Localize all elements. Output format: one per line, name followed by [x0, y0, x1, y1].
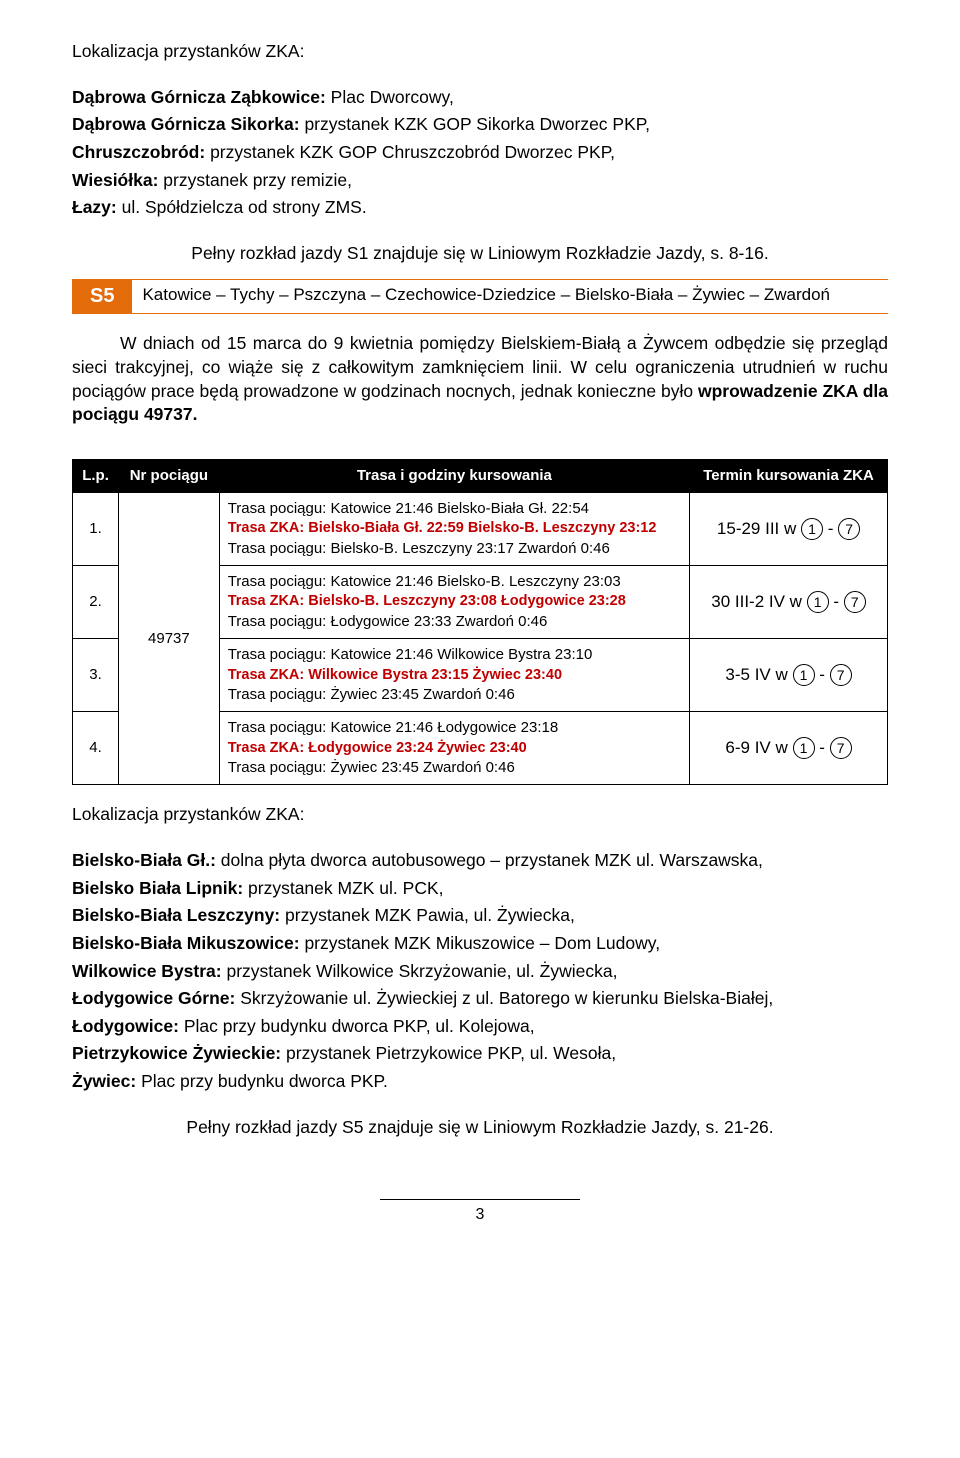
cell-route: Trasa pociągu: Katowice 21:46 Bielsko-B.… [219, 566, 689, 639]
location-line: Łazy: ul. Spółdzielcza od strony ZMS. [72, 196, 888, 220]
intro-paragraph: W dniach od 15 marca do 9 kwietnia pomię… [72, 332, 888, 427]
col-nr: Nr pociągu [119, 459, 220, 492]
location-line: Łodygowice Górne: Skrzyżowanie ul. Żywie… [72, 987, 888, 1011]
schedule-table: L.p. Nr pociągu Trasa i godziny kursowan… [72, 459, 888, 786]
cell-term: 15-29 III w 1 - 7 [690, 493, 888, 566]
location-line: Żywiec: Plac przy budynku dworca PKP. [72, 1070, 888, 1094]
cell-nr: 49737 [119, 493, 220, 785]
table-row: 1.49737Trasa pociągu: Katowice 21:46 Bie… [73, 493, 888, 566]
page-number: 3 [72, 1204, 888, 1226]
footer-rule [380, 1199, 580, 1200]
cell-term: 6-9 IV w 1 - 7 [690, 712, 888, 785]
cell-lp: 1. [73, 493, 119, 566]
location-line: Wiesiółka: przystanek przy remizie, [72, 169, 888, 193]
cell-lp: 4. [73, 712, 119, 785]
location-line: Chruszczobród: przystanek KZK GOP Chrusz… [72, 141, 888, 165]
cell-route: Trasa pociągu: Katowice 21:46 Bielsko-Bi… [219, 493, 689, 566]
cell-lp: 2. [73, 566, 119, 639]
table-header-row: L.p. Nr pociągu Trasa i godziny kursowan… [73, 459, 888, 492]
cell-term: 3-5 IV w 1 - 7 [690, 639, 888, 712]
location-line: Bielsko Biała Lipnik: przystanek MZK ul.… [72, 877, 888, 901]
col-lp: L.p. [73, 459, 119, 492]
col-termin: Termin kursowania ZKA [690, 459, 888, 492]
location-line: Dąbrowa Górnicza Ząbkowice: Plac Dworcow… [72, 86, 888, 110]
cell-route: Trasa pociągu: Katowice 21:46 Wilkowice … [219, 639, 689, 712]
top-heading: Lokalizacja przystanków ZKA: [72, 40, 888, 64]
location-line: Bielsko-Biała Leszczyny: przystanek MZK … [72, 904, 888, 928]
cell-term: 30 III-2 IV w 1 - 7 [690, 566, 888, 639]
location-line: Bielsko-Biała Mikuszowice: przystanek MZ… [72, 932, 888, 956]
location-line: Pietrzykowice Żywieckie: przystanek Piet… [72, 1042, 888, 1066]
bottom-note: Pełny rozkład jazdy S5 znajduje się w Li… [72, 1116, 888, 1140]
location-line: Łodygowice: Plac przy budynku dworca PKP… [72, 1015, 888, 1039]
s5-badge: S5 [72, 279, 132, 314]
cell-route: Trasa pociągu: Katowice 21:46 Łodygowice… [219, 712, 689, 785]
s5-banner: S5 Katowice – Tychy – Pszczyna – Czechow… [72, 279, 888, 314]
cell-lp: 3. [73, 639, 119, 712]
bottom-heading: Lokalizacja przystanków ZKA: [72, 803, 888, 827]
location-line: Wilkowice Bystra: przystanek Wilkowice S… [72, 960, 888, 984]
top-note: Pełny rozkład jazdy S1 znajduje się w Li… [72, 242, 888, 266]
col-trasa: Trasa i godziny kursowania [219, 459, 689, 492]
location-line: Dąbrowa Górnicza Sikorka: przystanek KZK… [72, 113, 888, 137]
location-line: Bielsko-Biała Gł.: dolna płyta dworca au… [72, 849, 888, 873]
s5-title: Katowice – Tychy – Pszczyna – Czechowice… [132, 279, 888, 314]
